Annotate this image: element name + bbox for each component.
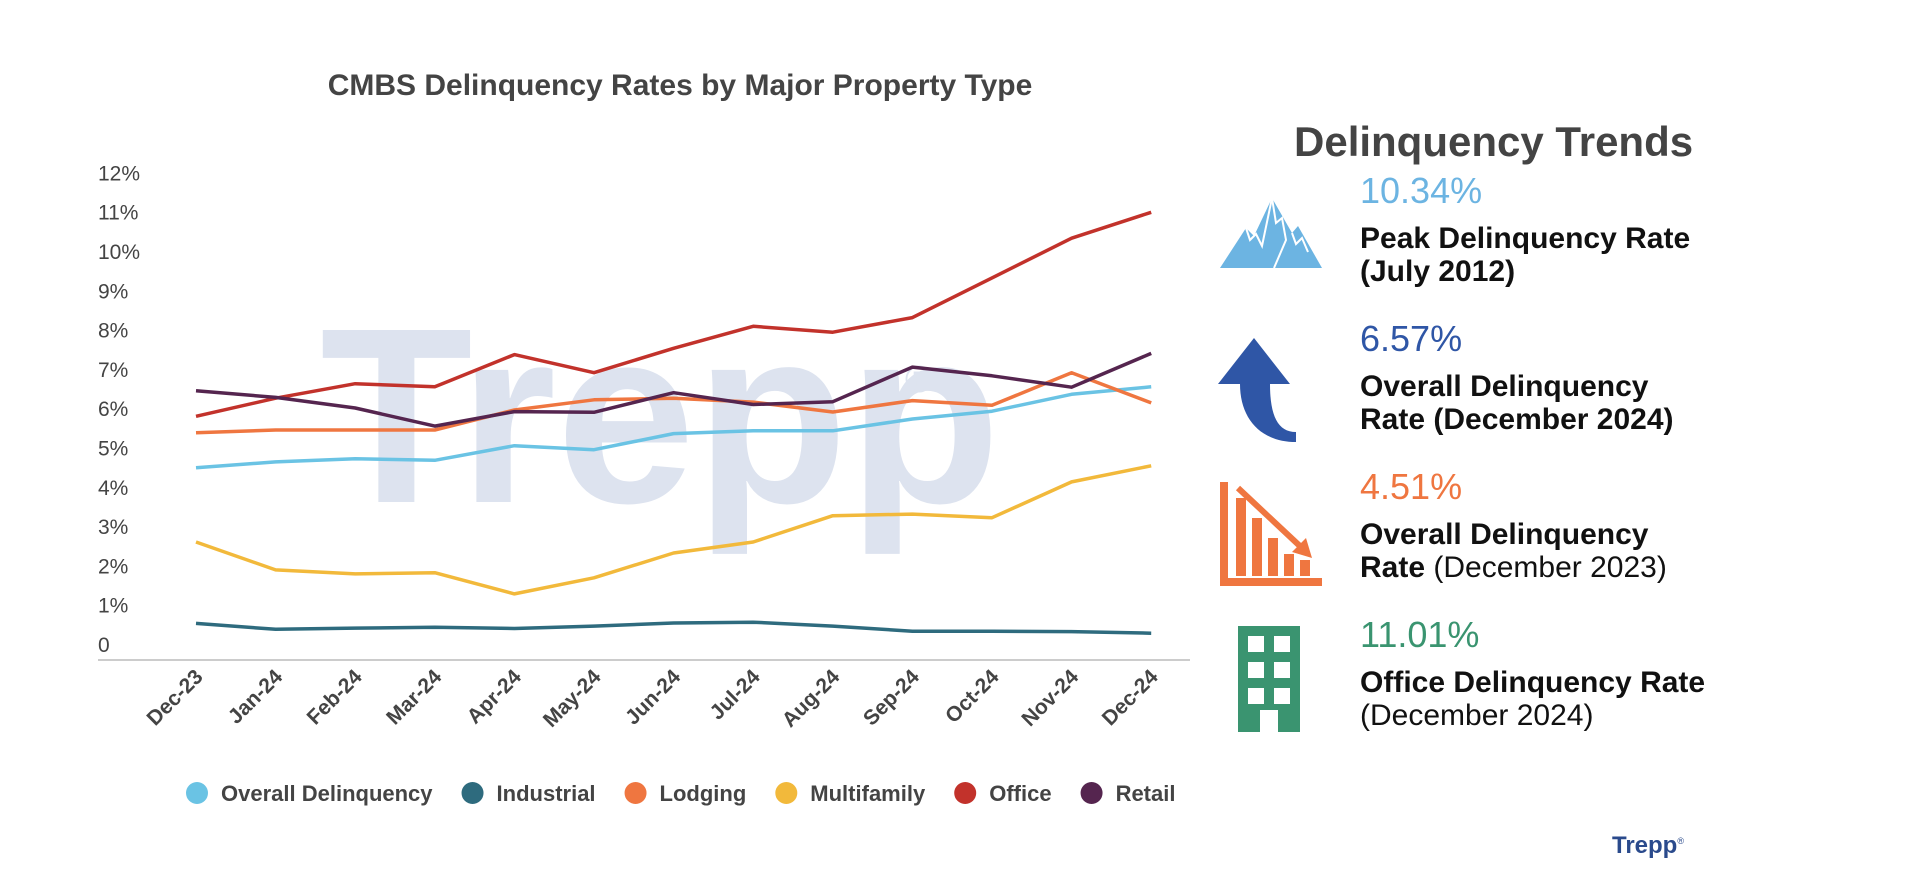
x-tick-label: Oct-24 [941, 665, 1004, 728]
trend-desc-line1: Overall Delinquency [1360, 370, 1649, 403]
office-building-icon [1238, 626, 1300, 732]
trend-peak-rate: 10.34% Peak Delinquency Rate (July 2012) [1200, 170, 1840, 310]
series-line-lodging [195, 370, 1152, 435]
x-tick-label: Dec-23 [143, 665, 208, 730]
x-tick-label: May-24 [539, 665, 606, 732]
trend-description: Peak Delinquency Rate (July 2012) [1360, 222, 1690, 288]
trend-desc-line2: Rate (December 2024) [1360, 403, 1674, 436]
series-line-retail [195, 351, 1152, 428]
trend-desc-line2b: (December 2023) [1425, 551, 1667, 584]
chart-title: CMBS Delinquency Rates by Major Property… [328, 69, 1033, 102]
x-tick-label: Nov-24 [1017, 665, 1083, 731]
trend-description: Overall Delinquency Rate (December 2024) [1360, 370, 1674, 436]
trend-desc-line2: (July 2012) [1360, 255, 1516, 288]
series-line-office [195, 210, 1152, 419]
legend-label: Retail [1116, 781, 1176, 806]
up-arrow-icon [1218, 338, 1296, 442]
legend-label: Office [989, 781, 1051, 806]
y-axis-ticks: 0 1% 2% 3% 4% 5% 6% 7% 8% 9% 10% 11% 12% [98, 162, 140, 657]
legend-marker [624, 782, 647, 804]
y-tick-label: 3% [98, 516, 128, 539]
y-tick-label: 8% [98, 320, 128, 343]
legend-label: Lodging [660, 781, 747, 806]
x-tick-label: Aug-24 [778, 665, 845, 732]
trend-overall-dec-2024: 6.57% Overall Delinquency Rate (December… [1200, 318, 1840, 458]
legend-marker [1080, 782, 1103, 804]
trend-desc-line1: Office Delinquency Rate [1360, 666, 1706, 699]
series-line-industrial [195, 620, 1152, 635]
trend-desc-line1: Peak Delinquency Rate [1360, 222, 1691, 255]
series-line-overall-delinquency [195, 385, 1152, 470]
y-tick-label: 2% [98, 555, 128, 578]
brand-registered-mark: ® [1677, 836, 1684, 846]
y-tick-label: 5% [98, 438, 128, 461]
y-tick-label: 4% [98, 477, 128, 500]
watermark-registered-mark: ® [905, 359, 933, 401]
trend-overall-dec-2023: 4.51% Overall Delinquency Rate (December… [1200, 466, 1840, 606]
x-tick-label: Dec-24 [1098, 665, 1163, 730]
y-tick-label: 12% [98, 162, 140, 185]
trend-description: Office Delinquency Rate (December 2024) [1360, 666, 1705, 732]
trend-value: 6.57% [1360, 318, 1463, 359]
trend-desc-line1: Overall Delinquency [1360, 518, 1649, 551]
legend-label: Overall Delinquency [221, 781, 433, 806]
y-tick-label: 6% [98, 398, 128, 421]
series-lines [195, 210, 1152, 635]
x-tick-label: Jun-24 [621, 665, 685, 729]
brand-name: Trepp [1612, 832, 1678, 859]
line-chart: Trepp ® CMBS Delinquency Rates by Major … [98, 69, 1190, 806]
declining-chart-icon [1220, 482, 1322, 586]
trend-desc-line2a: Rate [1360, 551, 1426, 584]
delinquency-trends-panel: Delinquency Trends 10.34% Peak Delinquen… [1200, 110, 1840, 750]
trend-desc-line2: (December 2024) [1360, 699, 1594, 732]
trend-description: Overall Delinquency Rate (December 2023) [1360, 518, 1667, 584]
trend-value: 10.34% [1360, 170, 1483, 211]
trend-value: 4.51% [1360, 466, 1463, 507]
y-tick-label: 7% [98, 359, 128, 382]
trends-title: Delinquency Trends [1294, 118, 1694, 165]
x-tick-label: Mar-24 [382, 665, 446, 729]
legend-marker [461, 782, 484, 804]
x-tick-label: Feb-24 [303, 665, 367, 729]
trend-office-dec-2024: 11.01% Office Delinquency Rate (December… [1200, 614, 1840, 754]
trend-value: 11.01% [1360, 614, 1480, 655]
x-tick-label: Jul-24 [706, 665, 765, 724]
y-tick-label: 1% [98, 595, 128, 618]
y-tick-label: 10% [98, 241, 140, 264]
y-tick-label: 11% [98, 202, 138, 225]
legend-marker [775, 782, 798, 804]
legend: Overall Delinquency Industrial Lodging Mult… [186, 781, 1175, 806]
x-tick-label: Jan-24 [224, 665, 288, 729]
legend-marker [186, 782, 208, 804]
y-tick-label: 9% [98, 280, 128, 303]
x-tick-label: Apr-24 [463, 665, 527, 729]
y-tick-label: 0 [98, 634, 110, 657]
mountain-icon [1220, 197, 1322, 269]
x-axis-ticks: Dec-23 Jan-24 Feb-24 Mar-24 Apr-24 May-24 Jun-… [143, 665, 1163, 732]
legend-label: Multifamily [810, 781, 926, 806]
series-line-multifamily [195, 464, 1152, 596]
legend-label: Industrial [497, 781, 596, 806]
x-tick-label: Sep-24 [859, 665, 924, 730]
legend-marker [954, 782, 977, 804]
trepp-logo: Trepp® [1612, 832, 1684, 860]
